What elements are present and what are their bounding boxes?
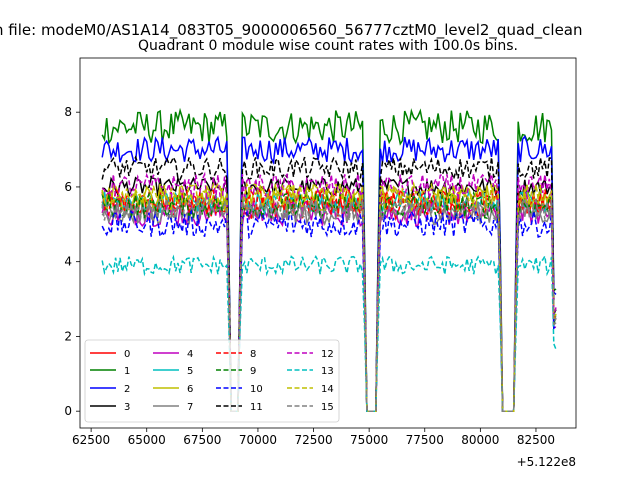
x-tick-label: 80000 (461, 433, 499, 447)
legend-label-10: 10 (250, 384, 263, 395)
legend-label-6: 6 (187, 384, 193, 395)
series-line-10 (101, 208, 557, 412)
legend-label-12: 12 (321, 349, 334, 360)
y-axis: 0 2 4 6 8 (64, 105, 80, 418)
series-line-1 (101, 107, 557, 412)
y-tick-label: 4 (64, 255, 72, 269)
legend-label-2: 2 (124, 384, 130, 395)
y-tick-label: 6 (64, 180, 72, 194)
x-tick-label: 75000 (350, 433, 388, 447)
series-line-11 (101, 155, 557, 412)
x-tick-label: 65000 (128, 433, 166, 447)
series-line-14 (101, 181, 557, 412)
chart-title: Quadrant 0 module wise count rates with … (138, 38, 518, 54)
legend-label-13: 13 (321, 366, 334, 377)
series-line-2 (101, 134, 557, 412)
legend-label-4: 4 (187, 349, 193, 360)
x-tick-label: 77500 (406, 433, 444, 447)
x-tick-label: 70000 (239, 433, 277, 447)
x-tick-label: 67500 (183, 433, 221, 447)
x-tick-label: 62500 (72, 433, 110, 447)
series-layer (101, 107, 557, 412)
y-tick-label: 8 (64, 105, 72, 119)
x-axis: 62500 65000 67500 70000 72500 75000 77500 80000… (72, 428, 555, 447)
legend-label-0: 0 (124, 349, 130, 360)
legend-label-14: 14 (321, 384, 334, 395)
legend-label-1: 1 (124, 366, 130, 377)
legend-frame (84, 339, 340, 423)
x-tick-label: 72500 (294, 433, 332, 447)
series-line-9 (101, 190, 557, 412)
plot-frame (79, 57, 577, 429)
y-tick-label: 0 (64, 404, 72, 418)
series-line-15 (101, 196, 557, 412)
legend-label-3: 3 (124, 402, 130, 413)
y-tick-label: 2 (64, 329, 72, 343)
legend-label-5: 5 (187, 366, 193, 377)
series-line-13 (101, 253, 557, 412)
series-line-8 (101, 186, 557, 412)
figure-suptitle: n file: modeM0/AS1A14_083T05_9000006560_… (0, 21, 583, 40)
legend-label-9: 9 (250, 366, 256, 377)
x-offset-label: +5.122e8 (517, 455, 576, 469)
legend-label-8: 8 (250, 349, 256, 360)
legend-label-15: 15 (321, 402, 334, 413)
x-tick-label: 82500 (517, 433, 555, 447)
legend-label-11: 11 (250, 402, 263, 413)
legend-label-7: 7 (187, 402, 193, 413)
series-line-12 (101, 171, 557, 412)
